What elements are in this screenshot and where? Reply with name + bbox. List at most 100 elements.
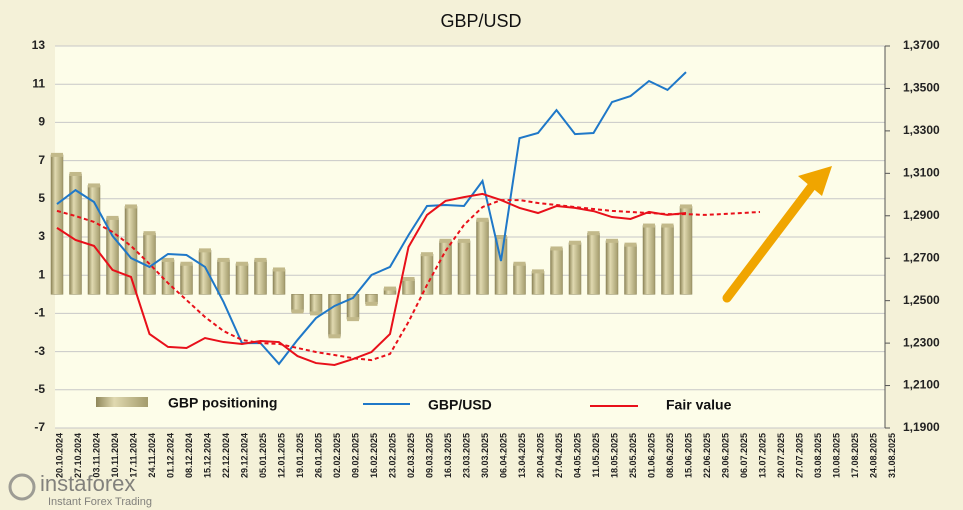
bar bbox=[661, 225, 674, 295]
bar bbox=[50, 154, 64, 295]
arrow-head bbox=[798, 166, 832, 196]
bar-top bbox=[421, 252, 433, 257]
x-tick-label: 27.04.2025 bbox=[554, 433, 564, 478]
bar-top bbox=[51, 152, 63, 157]
x-tick-label: 02.02.2025 bbox=[332, 433, 342, 478]
bar bbox=[235, 263, 249, 295]
bar bbox=[513, 263, 526, 295]
bar-top bbox=[439, 238, 452, 243]
y-tick-label: 5 bbox=[38, 191, 45, 205]
y-tick-label: -1 bbox=[34, 306, 45, 320]
bar bbox=[198, 250, 212, 295]
x-tick-label: 13.07.2025 bbox=[757, 433, 767, 478]
y2-tick-label: 1,3300 bbox=[903, 123, 940, 137]
x-tick-label: 03.08.2025 bbox=[813, 433, 823, 478]
x-tick-label: 13.04.2025 bbox=[517, 433, 527, 478]
x-tick-label: 20.04.2025 bbox=[535, 433, 545, 478]
bar-top bbox=[273, 267, 285, 272]
x-tick-label: 03.11.2024 bbox=[91, 433, 101, 478]
y2-tick-label: 1,3700 bbox=[903, 38, 940, 52]
bar-top bbox=[365, 301, 378, 306]
bar-top bbox=[69, 171, 82, 176]
bar bbox=[624, 244, 637, 295]
bar bbox=[254, 259, 267, 295]
x-tick-label: 10.11.2024 bbox=[110, 433, 120, 478]
line bbox=[56, 199, 761, 362]
bar-top bbox=[254, 257, 267, 262]
bar-top bbox=[643, 223, 655, 228]
y2-tick-label: 1,2500 bbox=[903, 293, 940, 307]
x-tick-label: 19.01.2025 bbox=[295, 433, 305, 478]
bar-top bbox=[587, 231, 600, 236]
bar bbox=[439, 240, 452, 295]
x-tick-label: 05.01.2025 bbox=[258, 433, 268, 478]
arrow bbox=[722, 173, 823, 303]
bar-top bbox=[328, 334, 341, 339]
x-tick-label: 23.02.2025 bbox=[387, 433, 397, 478]
bar bbox=[272, 269, 286, 295]
y-tick-label: 9 bbox=[38, 115, 45, 129]
x-tick-label: 26.01.2025 bbox=[313, 433, 323, 478]
x-tick-label: 30.03.2025 bbox=[480, 433, 490, 478]
x-tick-label: 15.12.2024 bbox=[202, 433, 212, 478]
bar bbox=[531, 271, 545, 295]
bar-top bbox=[513, 261, 526, 266]
y2-tick-label: 1,2900 bbox=[903, 208, 940, 222]
bar-top bbox=[550, 246, 563, 251]
bar-top bbox=[180, 261, 193, 266]
x-tick-label: 04.05.2025 bbox=[572, 433, 582, 478]
watermark-tagline: Instant Forex Trading bbox=[48, 496, 152, 508]
x-tick-label: 15.06.2025 bbox=[683, 433, 693, 478]
bar bbox=[217, 259, 230, 295]
legend-swatch bbox=[96, 397, 148, 407]
x-tick-label: 02.03.2025 bbox=[406, 433, 416, 478]
y-tick-label: 1 bbox=[38, 267, 45, 281]
x-tick-label: 29.06.2025 bbox=[720, 433, 730, 478]
x-tick-label: 24.11.2024 bbox=[147, 433, 157, 478]
bar bbox=[568, 242, 582, 295]
bar bbox=[642, 225, 656, 295]
x-tick-label: 09.02.2025 bbox=[350, 433, 360, 478]
legend-label: GBP positioning bbox=[168, 395, 277, 411]
bar-top bbox=[162, 257, 174, 262]
x-tick-label: 18.05.2025 bbox=[609, 433, 619, 478]
bar bbox=[180, 263, 193, 295]
x-tick-label: 06.04.2025 bbox=[498, 433, 508, 478]
x-tick-label: 23.03.2025 bbox=[461, 433, 471, 478]
y-tick-label: -7 bbox=[34, 420, 45, 434]
bar-top bbox=[495, 235, 507, 239]
bar bbox=[457, 240, 471, 295]
bar bbox=[309, 294, 323, 314]
x-tick-label: 08.06.2025 bbox=[665, 433, 675, 478]
bar-top bbox=[347, 317, 359, 322]
chart-title: GBP/USD bbox=[440, 11, 521, 31]
bar bbox=[605, 240, 619, 295]
bar-top bbox=[106, 215, 119, 220]
x-tick-label: 27.07.2025 bbox=[794, 433, 804, 478]
x-tick-label: 16.03.2025 bbox=[443, 433, 453, 478]
bar-top bbox=[143, 231, 156, 236]
x-tick-label: 25.05.2025 bbox=[628, 433, 638, 478]
bar bbox=[420, 253, 434, 295]
y2-tick-label: 1,1900 bbox=[903, 420, 940, 434]
x-tick-label: 11.05.2025 bbox=[591, 433, 601, 478]
bar bbox=[402, 278, 415, 295]
y-tick-label: 13 bbox=[32, 38, 46, 52]
y2-tick-label: 1,2300 bbox=[903, 335, 940, 349]
bar-top bbox=[402, 277, 415, 282]
bar-top bbox=[291, 309, 304, 314]
bar bbox=[476, 219, 489, 295]
x-tick-label: 27.10.2024 bbox=[73, 433, 83, 478]
bar bbox=[550, 248, 563, 295]
bar-top bbox=[624, 242, 637, 247]
bar-top bbox=[384, 286, 396, 291]
bar-top bbox=[125, 204, 137, 209]
bar-top bbox=[199, 248, 211, 253]
y-tick-label: -5 bbox=[34, 382, 45, 396]
x-tick-label: 31.08.2025 bbox=[887, 433, 897, 478]
bar-top bbox=[606, 238, 618, 243]
y2-tick-label: 1,2100 bbox=[903, 378, 940, 392]
logo bbox=[8, 473, 36, 501]
x-tick-label: 16.02.2025 bbox=[369, 433, 379, 478]
bar-top bbox=[569, 240, 581, 245]
